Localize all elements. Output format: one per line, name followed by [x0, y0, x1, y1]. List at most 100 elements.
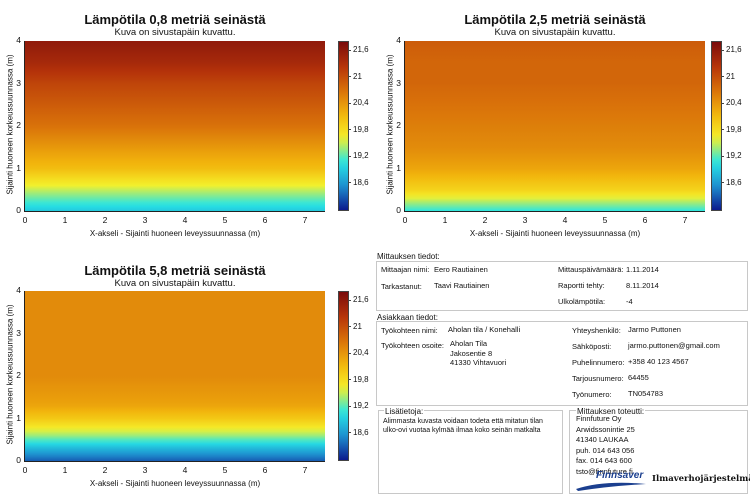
colorbar-tick-label: 21,6: [353, 45, 369, 55]
contact-value: Jarmo Puttonen: [628, 325, 681, 334]
notes-panel: [378, 410, 563, 494]
colorbar-tick-label: 21: [353, 71, 362, 81]
colorbar-tick-label: 19,8: [353, 374, 369, 384]
x-tick-label: 7: [302, 465, 308, 475]
y-tick-label: 4: [16, 35, 21, 45]
colorbar-tick: [348, 379, 351, 381]
heatmap-field: [405, 41, 705, 211]
colorbar-tick-label: 18,6: [726, 177, 742, 187]
y-tick-label: 3: [396, 77, 401, 88]
colorbar-tick-label: 19,2: [353, 151, 369, 161]
executor-heading: Mittauksen toteutti:: [576, 407, 646, 416]
x-tick-label: 6: [262, 465, 268, 475]
y-tick-label: 2: [16, 370, 21, 380]
y-tick-label: 2: [16, 120, 21, 130]
colorbar-tick-label: 20,4: [353, 98, 369, 108]
colorbar-tick: [348, 405, 351, 407]
x-tick-label: 0: [402, 215, 408, 225]
y-tick-label: 4: [396, 35, 401, 45]
date-value: 1.11.2014: [626, 265, 659, 274]
colorbar-tick-label: 19,8: [353, 124, 369, 134]
x-tick-label: 5: [602, 215, 608, 225]
x-axis-line: [24, 461, 325, 462]
x-tick-label: 0: [22, 215, 28, 225]
outdoor-label: Ulkolämpötila:: [558, 297, 606, 306]
checker-label: Tarkastanut:: [381, 282, 422, 291]
colorbar-1: [338, 41, 349, 211]
x-tick-label: 0: [22, 465, 28, 475]
email-value: jarmo.puttonen@gmail.com: [628, 341, 720, 350]
x-tick-label: 4: [182, 215, 188, 225]
x-tick-label: 3: [142, 465, 148, 475]
contact-label: Yhteyshenkilö:: [572, 326, 621, 335]
colorbar-tick-label: 19,2: [726, 151, 742, 161]
colorbar-tick-label: 18,6: [353, 427, 369, 437]
colorbar-tick: [348, 182, 351, 184]
address-value: Aholan Tila Jakosentie 8 41330 Vihtavuor…: [450, 339, 507, 367]
executor-text: Finnfuture Oy Arwidssonintie 25 41340 LA…: [576, 414, 635, 476]
y-tick-label: 0: [16, 205, 21, 215]
checker-value: Taavi Rautiainen: [434, 281, 490, 290]
y-tick-label: 4: [16, 285, 21, 295]
y-tick-label: 1: [396, 162, 401, 173]
colorbar-tick-label: 21,6: [353, 295, 369, 305]
colorbar-tick-label: 19,2: [353, 401, 369, 411]
x-tick-label: 7: [302, 215, 308, 225]
colorbar-tick-label: 21: [353, 321, 362, 331]
colorbar-tick: [348, 102, 351, 104]
colorbar-tick: [721, 49, 724, 51]
colorbar-tick: [721, 182, 724, 184]
colorbar-tick: [348, 129, 351, 131]
colorbar-tick: [348, 76, 351, 78]
chart-title: Lämpötila 2,5 metriä seinästä: [464, 12, 646, 27]
x-tick-label: 4: [182, 465, 188, 475]
finnsaver-swoosh-icon: [576, 482, 646, 491]
heatmap-2: [405, 41, 705, 211]
x-axis-line: [404, 211, 705, 212]
colorbar-tick: [721, 102, 724, 104]
x-tick-label: 1: [62, 215, 68, 225]
chart-subtitle: Kuva on sivustapäin kuvattu.: [114, 278, 236, 289]
colorbar-tick-label: 20,4: [726, 98, 742, 108]
y-axis-line: [24, 291, 25, 462]
colorbar-tick-label: 19,8: [726, 124, 742, 134]
x-tick-label: 3: [522, 215, 528, 225]
notes-text: Alimmasta kuvasta voidaan todeta että mi…: [383, 418, 543, 434]
chart-title: Lämpötila 5,8 metriä seinästä: [84, 263, 266, 278]
colorbar-tick: [721, 76, 724, 78]
customer-heading: Asiakkaan tiedot:: [377, 313, 438, 322]
email-label: Sähköposti:: [572, 342, 612, 351]
colorbar-3: [338, 291, 349, 461]
address-label: Työkohteen osoite:: [381, 341, 444, 350]
y-tick-label: 1: [16, 162, 21, 173]
x-tick-label: 1: [442, 215, 448, 225]
x-tick-label: 2: [102, 465, 108, 475]
colorbar-tick-label: 18,6: [353, 177, 369, 187]
chart-subtitle: Kuva on sivustapäin kuvattu.: [494, 27, 616, 38]
y-tick-label: 2: [396, 120, 401, 130]
heatmap-field: [25, 41, 325, 211]
x-tick-label: 6: [262, 215, 268, 225]
x-axis-label: X-akseli - Sijainti huoneen leveyssuunna…: [89, 479, 261, 488]
x-tick-label: 1: [62, 465, 68, 475]
measurement-panel: [376, 261, 748, 311]
site-label: Työkohteen nimi:: [381, 326, 438, 335]
date-label: Mittauspäivämäärä:: [558, 265, 624, 274]
x-tick-label: 2: [482, 215, 488, 225]
chart-subtitle: Kuva on sivustapäin kuvattu.: [114, 27, 236, 38]
heatmap-field: [25, 291, 325, 461]
x-tick-label: 4: [562, 215, 568, 225]
offer-value: 64455: [628, 373, 649, 382]
colorbar-tick-label: 21: [726, 71, 735, 81]
report-label: Raportti tehty:: [558, 281, 605, 290]
y-tick-label: 3: [16, 77, 21, 88]
measurer-value: Eero Rautiainen: [434, 265, 488, 274]
y-axis-line: [404, 41, 405, 212]
phone-value: +358 40 123 4567: [628, 357, 689, 366]
measurement-heading: Mittauksen tiedot:: [377, 252, 440, 261]
chart-title: Lämpötila 0,8 metriä seinästä: [84, 12, 266, 27]
job-label: Työnumero:: [572, 390, 612, 399]
job-value: TN054783: [628, 389, 664, 398]
x-axis-line: [24, 211, 325, 212]
heatmap-3: [25, 291, 325, 461]
